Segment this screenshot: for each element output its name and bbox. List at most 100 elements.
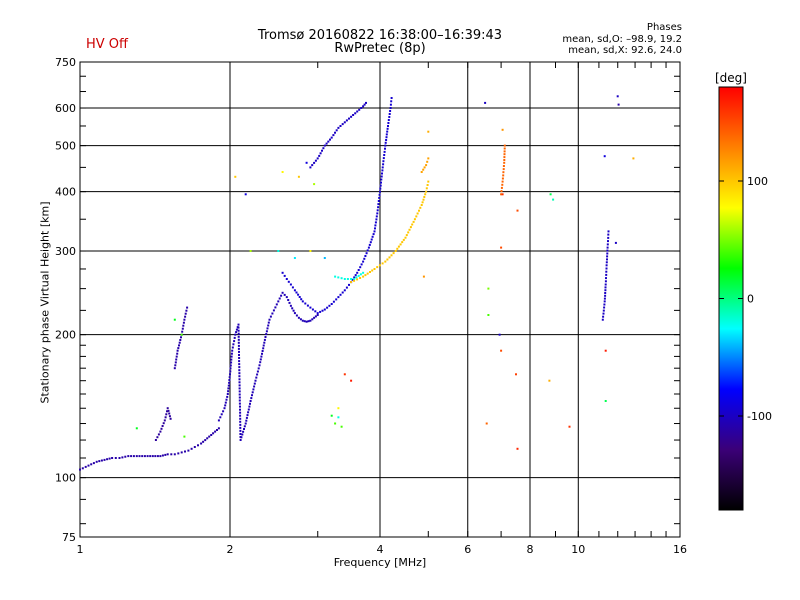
echo-point: [632, 157, 635, 160]
echo-point: [162, 422, 165, 425]
echo-point: [360, 263, 363, 266]
echo-point: [304, 302, 307, 305]
echo-point: [352, 114, 355, 116]
echo-point: [127, 455, 130, 458]
echo-point: [605, 277, 607, 280]
echo-point: [385, 139, 388, 141]
echo-point: [381, 262, 384, 265]
y-tick-label: 75: [62, 531, 76, 544]
echo-point: [239, 426, 242, 429]
echo-point: [114, 457, 117, 459]
echo-point: [166, 453, 169, 456]
echo-point: [323, 144, 326, 147]
echo-point: [186, 306, 189, 309]
echo-point: [293, 289, 296, 292]
echo-point: [241, 433, 244, 436]
echo-point: [185, 309, 188, 312]
echo-point: [500, 186, 503, 189]
echo-point: [228, 376, 231, 379]
echo-point: [382, 157, 385, 160]
echo-point: [237, 344, 240, 347]
echo-point: [364, 255, 367, 257]
echo-point: [549, 193, 552, 196]
echo-point: [262, 347, 265, 350]
echo-point: [389, 103, 392, 106]
echo-point: [381, 172, 383, 175]
echo-point: [291, 307, 294, 310]
echo-point: [369, 241, 372, 244]
echo-point: [234, 333, 237, 336]
echo-point: [377, 206, 380, 209]
echo-point: [388, 116, 391, 118]
echo-point: [287, 280, 290, 283]
echo-point: [382, 160, 385, 163]
echo-point: [425, 190, 428, 193]
echo-point: [415, 215, 418, 218]
echo-point: [249, 250, 252, 252]
echo-point: [210, 434, 213, 436]
echo-point: [426, 160, 429, 163]
echo-point: [160, 427, 163, 430]
echo-point: [365, 101, 367, 104]
echo-point: [265, 333, 268, 336]
x-tick-label: 2: [227, 543, 234, 556]
echo-point: [289, 283, 292, 286]
echo-point: [548, 379, 551, 382]
echo-point: [261, 350, 264, 352]
echo-point: [268, 318, 271, 321]
echo-point: [605, 267, 608, 270]
echo-point: [420, 204, 423, 206]
echo-point: [238, 369, 241, 372]
echo-point: [602, 309, 605, 312]
echo-point: [242, 430, 245, 433]
echo-point: [176, 352, 179, 355]
echo-point: [503, 161, 506, 164]
echo-point: [267, 321, 270, 324]
echo-point: [313, 161, 316, 164]
echo-point: [259, 361, 262, 364]
echo-point: [386, 258, 389, 261]
echo-point: [337, 416, 340, 419]
echo-point: [316, 314, 319, 316]
echo-point: [193, 446, 196, 448]
echo-point: [263, 338, 266, 341]
echo-point: [375, 218, 378, 221]
echo-point: [180, 451, 183, 454]
echo-point: [175, 355, 178, 358]
echo-point: [154, 455, 157, 458]
echo-point: [238, 396, 241, 399]
echo-point: [87, 464, 90, 467]
echo-point: [246, 414, 249, 417]
echo-point: [238, 350, 240, 353]
echo-point: [179, 339, 182, 341]
echo-point: [311, 308, 314, 311]
echo-point: [358, 108, 361, 111]
axis-ticks: [79, 61, 681, 538]
echo-point: [253, 382, 256, 385]
echo-point: [103, 458, 106, 461]
echo-point: [384, 144, 387, 147]
echo-point: [606, 252, 609, 255]
echo-point: [422, 275, 425, 278]
echo-point: [379, 187, 382, 190]
echo-point: [314, 310, 317, 313]
echo-point: [161, 454, 164, 457]
echo-point: [371, 235, 374, 238]
echo-point: [227, 384, 230, 387]
echo-point: [81, 467, 84, 470]
echo-point: [307, 320, 310, 323]
echo-point: [124, 455, 127, 458]
echo-point: [297, 316, 300, 319]
echo-point: [354, 112, 357, 115]
echo-point: [604, 349, 607, 352]
echo-point: [200, 442, 203, 445]
echo-point: [184, 315, 187, 318]
echo-point: [252, 388, 255, 391]
echo-point: [92, 462, 95, 465]
echo-point: [602, 312, 605, 315]
echo-point: [281, 291, 284, 294]
echo-point: [239, 420, 242, 423]
echo-point: [500, 349, 503, 352]
y-tick-label: 600: [55, 102, 76, 115]
echo-point: [149, 455, 152, 458]
